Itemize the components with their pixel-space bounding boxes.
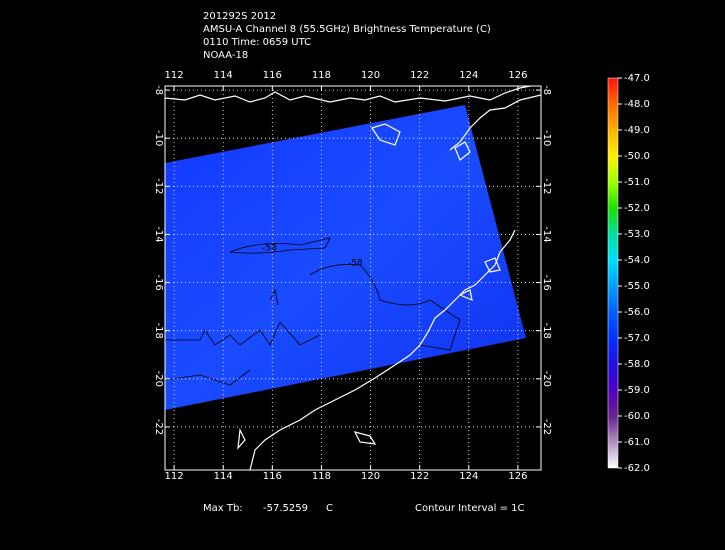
x-tick-label: 126 [508, 471, 527, 482]
header-line: AMSU-A Channel 8 (55.5GHz) Brightness Te… [203, 24, 491, 35]
x-tick-label: 120 [361, 471, 380, 482]
y-tick-label: -18 [541, 323, 552, 339]
y-tick-label: -8 [153, 85, 164, 95]
footer-unit: C [326, 503, 333, 514]
colorbar-label: -58.0 [624, 359, 650, 370]
y-tick-label: -18 [153, 323, 164, 339]
swath [165, 105, 526, 410]
contour-label: -58 [348, 259, 363, 269]
colorbar-label: -61.0 [624, 437, 650, 448]
y-tick-label: -12 [541, 178, 552, 194]
colorbar-label: -59.0 [624, 385, 650, 396]
contour-label: -58 [262, 244, 277, 254]
colorbar-label: -51.0 [624, 177, 650, 188]
y-tick-label: -22 [541, 419, 552, 435]
x-tick-label: 122 [410, 471, 429, 482]
y-tick-label: -10 [541, 130, 552, 146]
x-tick-label: 114 [214, 471, 233, 482]
x-tick-label: 124 [459, 471, 478, 482]
colorbar-label: -50.0 [624, 151, 650, 162]
axes: 112 112 114 114 116 116 118 118 120 120 122 122 124 1… [153, 70, 552, 482]
y-tick-label: -14 [153, 226, 164, 242]
y-tick-label: -16 [541, 274, 552, 290]
colorbar-label: -47.0 [624, 73, 650, 84]
y-tick-label: -8 [541, 85, 552, 95]
x-tick-label: 124 [459, 70, 478, 81]
colorbar-labels: -47.0 -48.0 -49.0 -50.0 -51.0 -52.0 -53.0 -54.0… [618, 73, 650, 474]
y-tick-label: -20 [541, 371, 552, 387]
coastline [165, 86, 541, 470]
colorbar-label: -56.0 [624, 307, 650, 318]
y-tick-label: -12 [153, 178, 164, 194]
y-tick-label: -16 [153, 274, 164, 290]
x-tick-label: 118 [312, 70, 331, 81]
colorbar-label: -54.0 [624, 255, 650, 266]
x-tick-label: 114 [214, 70, 233, 81]
colorbar-label: -49.0 [624, 125, 650, 136]
colorbar [607, 77, 619, 469]
y-tick-label: -14 [541, 226, 552, 242]
x-tick-label: 112 [165, 70, 184, 81]
colorbar-label: -48.0 [624, 99, 650, 110]
x-tick-label: 122 [410, 70, 429, 81]
colorbar-label: -57.0 [624, 333, 650, 344]
y-tick-label: -22 [153, 419, 164, 435]
colorbar-label: -52.0 [624, 203, 650, 214]
x-tick-label: 126 [508, 70, 527, 81]
x-tick-label: 112 [165, 471, 184, 482]
contours [165, 237, 461, 386]
footer-contour: Contour Interval = 1C [415, 503, 525, 514]
footer-label: Max Tb: [203, 503, 243, 514]
colorbar-label: -62.0 [624, 463, 650, 474]
map-area: -58 -58 [165, 86, 541, 470]
map-frame [164, 85, 542, 471]
colorbar-label: -53.0 [624, 229, 650, 240]
y-tick-label: -10 [153, 130, 164, 146]
x-tick-label: 120 [361, 70, 380, 81]
header-line: NOAA-18 [203, 50, 248, 61]
footer-value: -57.5259 [263, 503, 308, 514]
colorbar-label: -60.0 [624, 411, 650, 422]
colorbar-label: -55.0 [624, 281, 650, 292]
y-tick-label: -20 [153, 371, 164, 387]
x-tick-label: 116 [263, 70, 282, 81]
header-line: 201292S 2012 [203, 11, 276, 22]
header-line: 0110 Time: 0659 UTC [203, 37, 311, 48]
x-tick-label: 118 [312, 471, 331, 482]
x-tick-label: 116 [263, 471, 282, 482]
